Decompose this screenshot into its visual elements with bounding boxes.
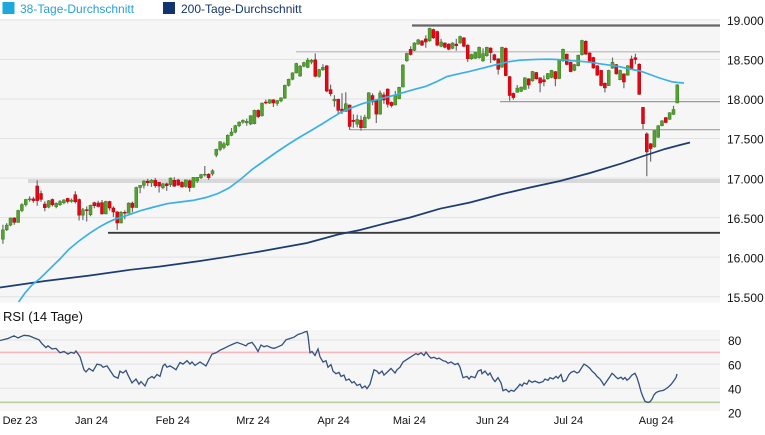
svg-text:18.000: 18.000 <box>727 93 764 107</box>
svg-text:38-Tage-Durchschnitt: 38-Tage-Durchschnitt <box>20 2 135 16</box>
svg-text:Mrz 24: Mrz 24 <box>236 415 270 427</box>
svg-text:19.000: 19.000 <box>727 14 764 28</box>
svg-text:80: 80 <box>728 334 742 348</box>
svg-text:18.500: 18.500 <box>727 54 764 68</box>
svg-text:60: 60 <box>728 358 742 372</box>
svg-text:17.000: 17.000 <box>727 172 764 186</box>
svg-text:Jul 24: Jul 24 <box>554 415 583 427</box>
svg-text:Jan 24: Jan 24 <box>75 415 108 427</box>
svg-text:16.500: 16.500 <box>727 212 764 226</box>
svg-text:16.000: 16.000 <box>727 251 764 265</box>
svg-text:Apr 24: Apr 24 <box>317 415 349 427</box>
svg-text:200-Tage-Durchschnitt: 200-Tage-Durchschnitt <box>181 2 302 16</box>
svg-text:RSI (14 Tage): RSI (14 Tage) <box>3 309 83 324</box>
svg-text:Aug 24: Aug 24 <box>639 415 674 427</box>
svg-text:Mai 24: Mai 24 <box>393 415 426 427</box>
svg-text:Feb 24: Feb 24 <box>156 415 190 427</box>
svg-text:17.500: 17.500 <box>727 133 764 147</box>
svg-text:Jun 24: Jun 24 <box>476 415 509 427</box>
svg-text:20: 20 <box>728 407 742 421</box>
svg-text:40: 40 <box>728 382 742 396</box>
svg-text:Dez 23: Dez 23 <box>3 415 38 427</box>
svg-text:15.500: 15.500 <box>727 291 764 305</box>
